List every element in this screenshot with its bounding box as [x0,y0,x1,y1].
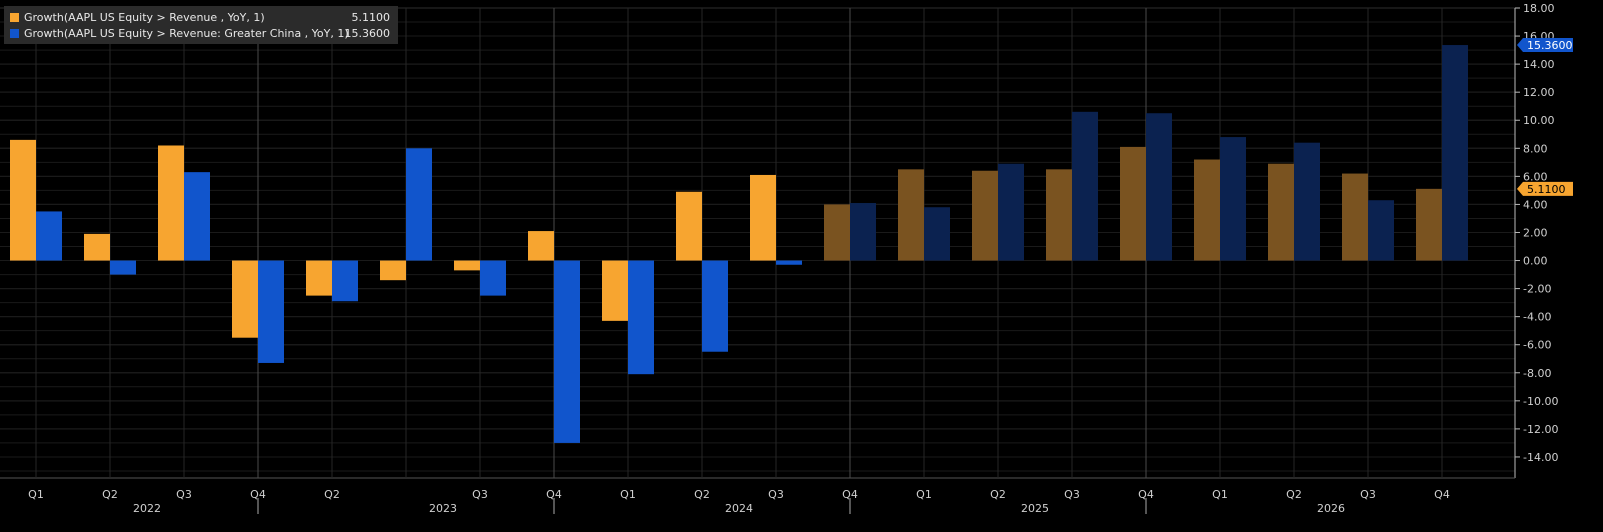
x-tick-label: Q4 [546,488,562,501]
x-tick-label: Q4 [250,488,266,501]
bar-greater-china [628,260,654,375]
bar-greater-china [1294,142,1320,261]
legend-label-revenue: Growth(AAPL US Equity > Revenue , YoY, 1… [24,10,265,24]
bar-greater-china [1442,45,1468,261]
legend-label-greater-china: Growth(AAPL US Equity > Revenue: Greater… [24,26,349,40]
bar-revenue [1268,163,1294,261]
last-value-badge [1517,38,1573,53]
y-tick-label: 10.00 [1523,114,1555,127]
bar-revenue [750,174,776,261]
x-year-label: 2024 [725,502,753,515]
y-tick-label: -12.00 [1523,423,1558,436]
x-tick-label: Q2 [990,488,1006,501]
bar-greater-china [998,163,1024,261]
legend-value-greater-china: 15.3600 [344,26,391,40]
x-tick-label: Q1 [1212,488,1228,501]
bar-revenue [232,260,258,338]
y-tick-label: 14.00 [1523,58,1555,71]
x-tick-label: Q4 [1138,488,1154,501]
x-tick-label: Q1 [916,488,932,501]
x-tick-label: Q1 [620,488,636,501]
legend-swatch-greater-china [10,28,19,38]
bar-revenue [1046,169,1072,261]
bar-revenue [602,260,628,321]
bar-revenue [306,260,332,296]
bar-revenue [1120,146,1146,261]
bar-revenue [84,233,110,261]
bar-revenue [972,170,998,261]
bar-revenue [1342,173,1368,261]
bar-greater-china [850,203,876,261]
bar-greater-china [554,260,580,443]
bar-greater-china [1146,113,1172,261]
bar-greater-china [1072,111,1098,261]
bar-greater-china [924,207,950,261]
x-tick-label: Q3 [472,488,488,501]
legend: Growth(AAPL US Equity > Revenue , YoY, 1… [4,6,398,44]
last-value-badge [1517,181,1573,196]
bar-revenue [380,260,406,281]
bar-greater-china [1368,200,1394,261]
x-year-label: 2026 [1317,502,1345,515]
bar-greater-china [702,260,728,352]
y-tick-label: 2.00 [1523,226,1548,239]
bar-revenue [10,139,36,261]
bar-greater-china [1220,137,1246,261]
x-year-label: 2022 [133,502,161,515]
x-year-label: 2025 [1021,502,1049,515]
x-tick-label: Q2 [102,488,118,501]
x-tick-label: Q3 [1064,488,1080,501]
bar-revenue [528,231,554,261]
y-tick-label: 0.00 [1523,255,1548,268]
legend-value-revenue: 5.1100 [351,10,391,24]
y-tick-label: 18.00 [1523,2,1555,15]
y-tick-label: 12.00 [1523,86,1555,99]
y-tick-label: 6.00 [1523,170,1548,183]
bar-greater-china [406,148,432,261]
x-tick-label: Q2 [694,488,710,501]
bar-greater-china [332,260,358,302]
y-tick-label: -8.00 [1523,367,1551,380]
x-tick-label: Q3 [768,488,784,501]
last-value-label: 15.3600 [1527,39,1573,52]
y-tick-label: -6.00 [1523,339,1551,352]
bar-greater-china [258,260,284,363]
x-tick-label: Q2 [1286,488,1302,501]
bar-revenue [158,145,184,261]
bar-revenue [1416,188,1442,261]
y-tick-label: 4.00 [1523,198,1548,211]
x-tick-label: Q1 [28,488,44,501]
last-value-label: 5.1100 [1527,183,1566,196]
x-year-label: 2023 [429,502,457,515]
bar-greater-china [110,260,136,275]
bar-revenue [1194,159,1220,261]
bar-revenue [676,191,702,261]
bar-greater-china [184,172,210,261]
y-tick-label: -14.00 [1523,451,1558,464]
bar-greater-china [36,211,62,261]
legend-item-greater-china: Growth(AAPL US Equity > Revenue: Greater… [10,25,390,41]
y-tick-label: -2.00 [1523,283,1551,296]
y-tick-label: 8.00 [1523,142,1548,155]
x-tick-label: Q4 [1434,488,1450,501]
legend-swatch-revenue [10,12,19,22]
y-tick-label: -10.00 [1523,395,1558,408]
x-tick-label: Q4 [842,488,858,501]
x-tick-label: Q2 [324,488,340,501]
legend-item-revenue: Growth(AAPL US Equity > Revenue , YoY, 1… [10,9,390,25]
bar-greater-china [776,260,802,265]
x-tick-label: Q3 [176,488,192,501]
bar-greater-china [480,260,506,296]
bar-revenue [898,169,924,261]
x-tick-label: Q3 [1360,488,1376,501]
bar-revenue [824,204,850,261]
y-tick-label: -4.00 [1523,311,1551,324]
bar-revenue [454,260,480,271]
